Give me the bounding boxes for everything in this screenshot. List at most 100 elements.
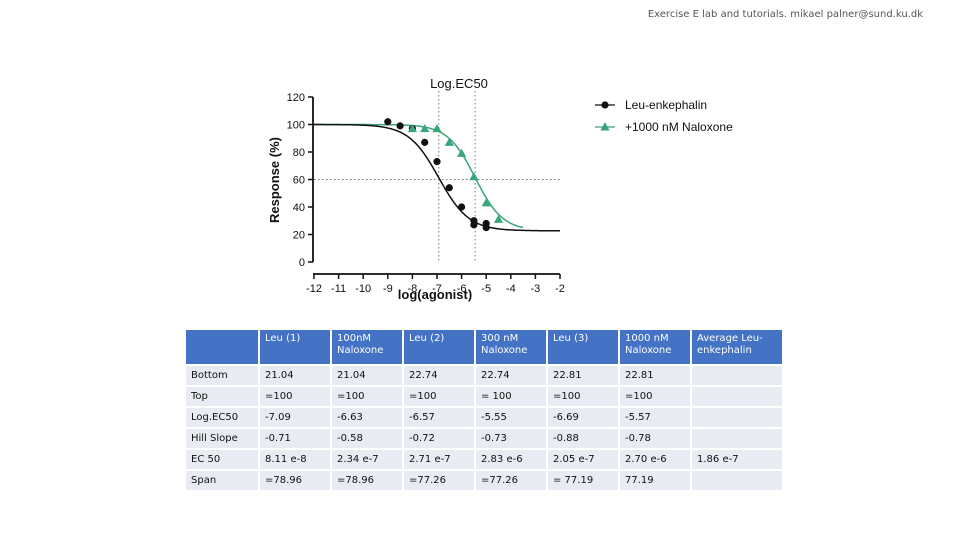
table-cell: -5.55 xyxy=(476,408,546,427)
naloxone-point xyxy=(469,172,479,181)
table-cell xyxy=(692,408,782,427)
table-cell: 2.71 e-7 xyxy=(404,450,474,469)
table-cell: =100 xyxy=(332,387,402,406)
y-axis-label: Response (%) xyxy=(267,137,282,223)
leu-enkephalin-point xyxy=(396,122,404,130)
leu-enkephalin-point xyxy=(458,203,466,211)
table-cell: 8.11 e-8 xyxy=(260,450,330,469)
table-cell: =100 xyxy=(548,387,618,406)
table-cell: -0.78 xyxy=(620,429,690,448)
table-cell: =100 xyxy=(260,387,330,406)
table-row: Span =78.96 =78.96 =77.26 =77.26 = 77.19 77.19 xyxy=(186,471,782,490)
column-header: Leu (3) xyxy=(548,330,618,364)
table-cell xyxy=(692,429,782,448)
row-label: Log.EC50 xyxy=(186,408,258,427)
fit-curve-leu-enkephalin xyxy=(314,123,560,232)
table-cell: =78.96 xyxy=(260,471,330,490)
x-tick-label: -4 xyxy=(506,283,516,295)
row-label: EC 50 xyxy=(186,450,258,469)
table-cell xyxy=(692,387,782,406)
table-row: Top =100 =100 =100 = 100 =100 =100 xyxy=(186,387,782,406)
leu-enkephalin-point xyxy=(421,138,429,146)
legend-marker-naloxone xyxy=(600,122,610,131)
x-tick-label: -6 xyxy=(457,283,467,295)
chart-title: Log.EC50 xyxy=(430,76,488,91)
table-cell: -6.63 xyxy=(332,408,402,427)
dose-response-chart: Log.EC50 0 20 40 60 80 100 120 -12 -11 -10 -9 -8 -7 -6… xyxy=(267,76,733,302)
table-cell: -0.58 xyxy=(332,429,402,448)
table-cell: 2.83 e-6 xyxy=(476,450,546,469)
y-tick-label: 80 xyxy=(293,147,305,159)
y-tick-label: 100 xyxy=(287,120,305,132)
table-cell: 22.81 xyxy=(548,366,618,385)
column-header: 100nM Naloxone xyxy=(332,330,402,364)
table-cell: -0.88 xyxy=(548,429,618,448)
x-tick-label: -12 xyxy=(306,283,322,295)
table-cell: 22.74 xyxy=(476,366,546,385)
y-tick-label: 120 xyxy=(287,92,305,104)
table-cell: 22.74 xyxy=(404,366,474,385)
table-row: Hill Slope -0.71 -0.58 -0.72 -0.73 -0.88 -0.78 xyxy=(186,429,782,448)
parameters-table: Leu (1) 100nM Naloxone Leu (2) 300 nM Nalox… xyxy=(184,328,784,492)
naloxone-point xyxy=(432,124,442,133)
x-tick-label: -8 xyxy=(408,283,418,295)
table-header-row: Leu (1) 100nM Naloxone Leu (2) 300 nM Nalox… xyxy=(186,330,782,364)
row-label: Span xyxy=(186,471,258,490)
y-tick-label: 40 xyxy=(293,202,305,214)
y-tick-label: 0 xyxy=(299,257,305,269)
column-header: 300 nM Naloxone xyxy=(476,330,546,364)
table-cell: -6.69 xyxy=(548,408,618,427)
table-row: EC 50 8.11 e-8 2.34 e-7 2.71 e-7 2.83 e-6 2.0… xyxy=(186,450,782,469)
table-cell xyxy=(692,471,782,490)
legend-marker-leu xyxy=(601,101,609,109)
table-row: Log.EC50 -7.09 -6.63 -6.57 -5.55 -6.69 -5.57 xyxy=(186,408,782,427)
naloxone-point xyxy=(444,137,454,146)
x-tick-label: -9 xyxy=(383,283,393,295)
table-cell: -7.09 xyxy=(260,408,330,427)
table-row: Bottom 21.04 21.04 22.74 22.74 22.81 22.81 xyxy=(186,366,782,385)
table-cell: =100 xyxy=(404,387,474,406)
table-cell: 77.19 xyxy=(620,471,690,490)
table-cell: =77.26 xyxy=(404,471,474,490)
table-cell: 2.05 e-7 xyxy=(548,450,618,469)
x-tick-label: -11 xyxy=(331,283,346,295)
header-note: Exercise E lab and tutorials. mikael pal… xyxy=(647,9,923,20)
column-header: Leu (2) xyxy=(404,330,474,364)
table-cell: =77.26 xyxy=(476,471,546,490)
leu-enkephalin-point xyxy=(433,158,441,166)
row-label: Bottom xyxy=(186,366,258,385)
table-cell: -5.57 xyxy=(620,408,690,427)
naloxone-point xyxy=(481,198,491,207)
table-cell: =100 xyxy=(620,387,690,406)
table-cell: 21.04 xyxy=(332,366,402,385)
legend-label-naloxone: +1000 nM Naloxone xyxy=(625,120,733,134)
table-cell xyxy=(692,366,782,385)
legend-label-leu: Leu-enkephalin xyxy=(625,98,707,112)
leu-enkephalin-point xyxy=(470,217,478,225)
naloxone-point xyxy=(420,124,430,133)
table-cell: = 77.19 xyxy=(548,471,618,490)
y-tick-label: 60 xyxy=(293,175,305,187)
table-cell: -6.57 xyxy=(404,408,474,427)
y-tick-label: 20 xyxy=(293,230,305,242)
x-tick-label: -10 xyxy=(355,283,371,295)
column-header: 1000 nM Naloxone xyxy=(620,330,690,364)
naloxone-point xyxy=(407,124,417,133)
table-cell: 2.70 e-6 xyxy=(620,450,690,469)
leu-enkephalin-point xyxy=(445,184,453,192)
column-header: Leu (1) xyxy=(260,330,330,364)
x-tick-label: -2 xyxy=(555,283,565,295)
x-tick-label: -5 xyxy=(481,283,491,295)
table-cell: = 100 xyxy=(476,387,546,406)
table-cell: 22.81 xyxy=(620,366,690,385)
table-cell: 2.34 e-7 xyxy=(332,450,402,469)
table-cell: -0.72 xyxy=(404,429,474,448)
column-header xyxy=(186,330,258,364)
fit-curve-naloxone xyxy=(314,123,524,229)
table-cell: =78.96 xyxy=(332,471,402,490)
table-cell: 1.86 e-7 xyxy=(692,450,782,469)
naloxone-point xyxy=(493,214,504,223)
table-cell: -0.71 xyxy=(260,429,330,448)
leu-enkephalin-point xyxy=(384,118,392,126)
x-tick-label: -7 xyxy=(432,283,442,295)
